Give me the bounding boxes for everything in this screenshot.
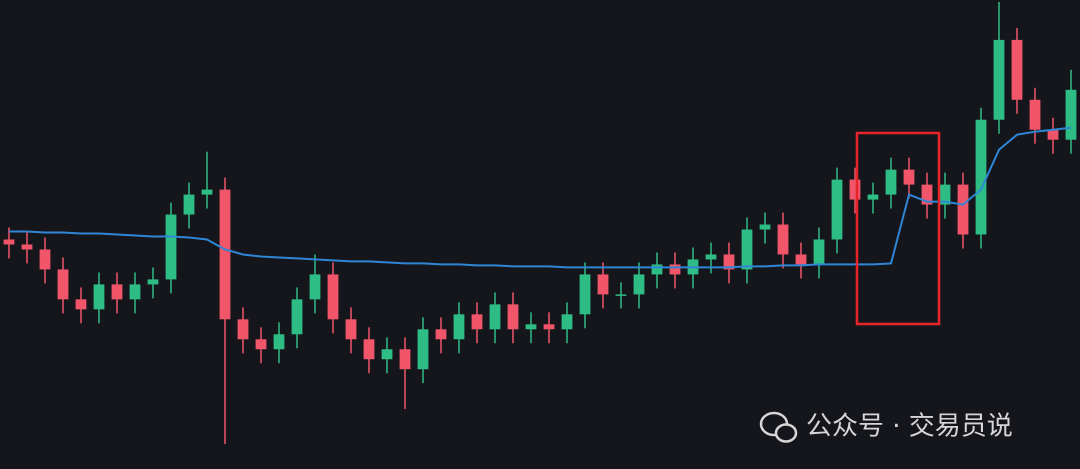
candle-body [219, 189, 231, 320]
candle-body [849, 179, 861, 200]
candle-body [3, 239, 15, 245]
candle-body [723, 254, 735, 270]
candle-body [57, 269, 69, 300]
candle-body [453, 314, 465, 340]
candle-body [543, 324, 555, 330]
candle-body [615, 294, 627, 296]
candle-body [993, 39, 1005, 120]
candle-body [291, 299, 303, 335]
candle-body [795, 254, 807, 265]
candle-body [309, 274, 321, 300]
candle-body [237, 319, 249, 340]
candle-body [669, 264, 681, 275]
candle-body [363, 339, 375, 360]
candle-body [939, 184, 951, 205]
candle-body [1047, 129, 1059, 140]
candle-body [705, 254, 717, 260]
plot-area [3, 1, 1077, 445]
candle-body [273, 334, 285, 350]
candle-body [759, 224, 771, 230]
candle-body [327, 274, 339, 320]
candle-body [201, 189, 213, 195]
candle-body [435, 329, 447, 340]
candle-body [1065, 89, 1077, 140]
candle-body [777, 224, 789, 255]
candle-body [255, 339, 267, 350]
candle-body [579, 274, 591, 315]
candle-body [21, 244, 33, 250]
candle-body [975, 119, 987, 235]
watermark: 公众号 · 交易员说 [806, 412, 1013, 442]
candle-body [39, 249, 51, 270]
candle-body [741, 229, 753, 270]
candle-body [633, 274, 645, 295]
moving-average [9, 126, 1072, 269]
candle-body [507, 304, 519, 330]
candle-body [147, 279, 159, 285]
candle-body [921, 184, 933, 205]
candle-body [813, 239, 825, 265]
candle-body [885, 169, 897, 195]
candle-body [957, 184, 969, 235]
icon-bubble [774, 423, 798, 443]
candle-body [831, 179, 843, 240]
candle-body [399, 349, 411, 370]
candle-body [75, 299, 87, 310]
candle-body [183, 194, 195, 215]
candle-body [471, 314, 483, 330]
candle-body [111, 284, 123, 300]
candle-body [165, 214, 177, 280]
candle-body [903, 169, 915, 185]
candle-body [129, 284, 141, 300]
candle-body [525, 324, 537, 330]
candle-body [489, 304, 501, 330]
candle-body [1011, 39, 1023, 100]
candle-body [381, 349, 393, 360]
candle-body [345, 319, 357, 340]
candle-body [867, 194, 879, 200]
candle-body [651, 264, 663, 275]
highlight-box [855, 131, 941, 326]
candle-body [93, 284, 105, 310]
candle-body [417, 329, 429, 370]
candle-body [561, 314, 573, 330]
candle-body [597, 274, 609, 295]
candle-body [1029, 99, 1041, 130]
wechat-icon [759, 411, 798, 443]
